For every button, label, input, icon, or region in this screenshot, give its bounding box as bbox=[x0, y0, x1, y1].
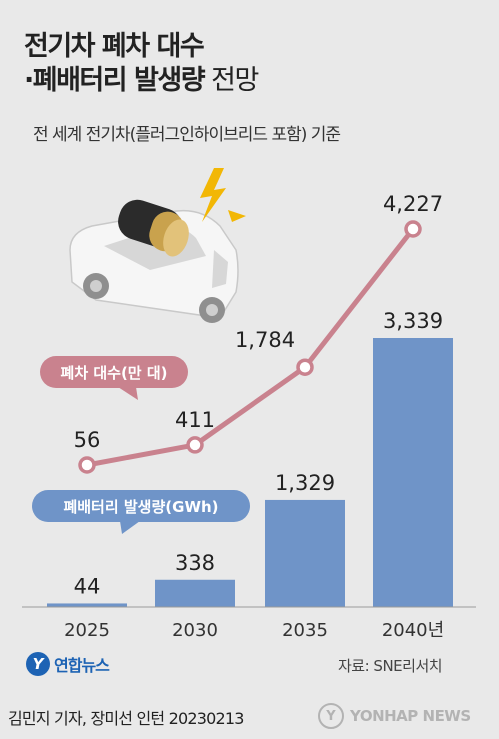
bar-value-label: 44 bbox=[74, 574, 101, 598]
title-line2: ·폐배터리 발생량 전망 bbox=[24, 64, 259, 98]
logo-text: 연합뉴스 bbox=[54, 656, 110, 675]
title-line1: 전기차 폐차 대수 bbox=[24, 31, 205, 62]
car-battery-illustration bbox=[69, 168, 246, 323]
byline-credit: 김민지 기자, 장미선 인턴 20230213 bbox=[8, 709, 244, 728]
bar-2035 bbox=[265, 499, 345, 607]
footer: 김민지 기자, 장미선 인턴 20230213 Y YONHAP NEWS bbox=[0, 695, 499, 739]
line-point-2035 bbox=[296, 358, 314, 376]
title-line2-suffix: 전망 bbox=[204, 64, 259, 96]
title-line2-bold: ·폐배터리 발생량 bbox=[24, 64, 206, 96]
line-series-legend-label: 폐차 대수(만 대) bbox=[61, 364, 168, 382]
yonhap-logo-icon: Y bbox=[26, 652, 50, 676]
bar-series-callout: 폐배터리 발생량(GWh) bbox=[32, 490, 250, 534]
line-series-callout: 폐차 대수(만 대) bbox=[40, 356, 188, 400]
bar-value-label: 3,339 bbox=[383, 309, 443, 333]
watermark-icon: Y bbox=[318, 703, 344, 729]
x-tick-label: 2025 bbox=[64, 620, 110, 641]
line-value-label: 56 bbox=[74, 428, 101, 452]
x-tick-label: 2035 bbox=[282, 620, 328, 641]
watermark: Y YONHAP NEWS bbox=[318, 703, 471, 729]
line-series-path bbox=[86, 227, 415, 468]
line-value-label: 4,227 bbox=[383, 192, 443, 216]
line-point-2025 bbox=[78, 456, 96, 474]
bar-series-legend-label: 폐배터리 발생량(GWh) bbox=[63, 498, 218, 516]
x-tick-label: 2030 bbox=[172, 620, 218, 641]
bar-2030 bbox=[155, 579, 235, 607]
line-value-label: 1,784 bbox=[235, 328, 295, 352]
line-point-2030 bbox=[186, 436, 204, 454]
bar-2025 bbox=[47, 603, 127, 607]
line-value-label: 411 bbox=[175, 408, 215, 432]
bar-2040년 bbox=[373, 338, 453, 607]
chart-title: 전기차 폐차 대수 ·폐배터리 발생량 전망 bbox=[24, 30, 259, 98]
bar-value-label: 1,329 bbox=[275, 471, 335, 495]
yonhap-logo: Y 연합뉴스 bbox=[26, 652, 110, 676]
bar-value-label: 338 bbox=[175, 551, 215, 575]
line-point-2040년 bbox=[404, 220, 422, 238]
data-source: 자료: SNE리서치 bbox=[338, 657, 443, 675]
watermark-text: YONHAP NEWS bbox=[350, 707, 471, 725]
chart-subtitle: 전 세계 전기차(플러그인하이브리드 포함) 기준 bbox=[33, 125, 341, 145]
x-tick-label: 2040년 bbox=[382, 620, 444, 641]
